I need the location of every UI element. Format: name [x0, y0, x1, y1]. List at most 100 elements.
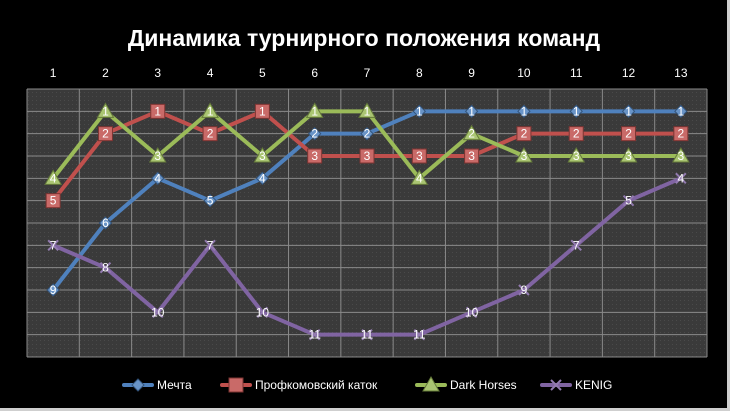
data-label: 7: [573, 238, 580, 252]
data-point: [674, 104, 688, 119]
data-label: 10: [151, 305, 165, 319]
data-point: [96, 102, 115, 118]
data-label: 1: [573, 104, 580, 118]
legend-item: Dark Horses: [415, 375, 517, 392]
legend-label: Dark Horses: [450, 378, 517, 392]
data-label: 7: [207, 238, 214, 252]
data-label: 5: [207, 194, 214, 208]
data-point: [515, 146, 533, 163]
data-label: 2: [102, 127, 109, 141]
data-label: 11: [308, 328, 321, 342]
data-point: [411, 148, 427, 164]
data-label: 1: [521, 104, 528, 118]
data-label: 11: [361, 328, 374, 342]
data-label: 3: [521, 149, 528, 163]
data-label: 3: [468, 149, 475, 163]
data-label: 5: [50, 194, 57, 208]
data-label: 3: [364, 149, 371, 163]
data-label: 1: [416, 104, 423, 118]
data-point: [253, 146, 272, 163]
data-point: [465, 306, 478, 319]
grid: [26, 88, 708, 358]
data-point: [675, 172, 687, 185]
data-label: 1: [207, 104, 214, 118]
x-tick-label: 11: [570, 66, 583, 80]
data-point: [201, 102, 219, 118]
data-point: [151, 171, 165, 186]
data-label: 4: [50, 171, 57, 185]
data-point: [148, 146, 167, 163]
data-label: 3: [154, 149, 161, 163]
data-label: 4: [678, 171, 685, 185]
data-label: 10: [256, 305, 270, 319]
data-point: [46, 283, 60, 297]
data-label: 1: [311, 104, 318, 118]
data-point: [569, 104, 583, 119]
data-point: [97, 126, 113, 142]
data-point: [621, 126, 637, 142]
data-label: 1: [154, 104, 161, 118]
legend-marker: [422, 375, 440, 392]
data-label: 2: [311, 127, 318, 141]
data-label: 4: [416, 171, 423, 185]
data-label: 1: [102, 104, 109, 118]
data-label: 1: [625, 104, 632, 118]
x-tick-label: 4: [207, 66, 214, 80]
data-point: [567, 146, 586, 163]
data-label: 9: [50, 283, 57, 297]
data-point: [464, 148, 480, 164]
data-point: [570, 239, 582, 252]
data-point: [307, 126, 322, 141]
data-label: 5: [625, 194, 632, 208]
data-point: [203, 193, 217, 208]
data-point: [204, 239, 216, 252]
x-tick-label: 7: [364, 66, 371, 80]
data-label: 8: [102, 261, 109, 275]
x-tick-label: 8: [416, 66, 423, 80]
data-label: 2: [573, 127, 580, 141]
data-point: [518, 284, 530, 296]
data-label: 1: [678, 104, 685, 118]
data-label: 10: [465, 305, 479, 319]
data-point: [622, 194, 635, 207]
data-point: [619, 146, 638, 163]
x-tick-label: 9: [468, 66, 475, 80]
data-label: 3: [573, 149, 580, 163]
data-point: [671, 146, 690, 163]
data-label: 6: [102, 216, 109, 230]
data-point: [305, 102, 324, 118]
data-point: [47, 239, 59, 252]
legend-label: Мечта: [157, 378, 192, 392]
data-label: 11: [413, 328, 426, 342]
x-tick-label: 6: [311, 66, 318, 80]
data-label: 2: [625, 127, 632, 141]
data-point: [462, 124, 481, 141]
legend-marker: [131, 378, 145, 392]
data-label: 1: [364, 104, 371, 118]
data-point: [307, 148, 323, 164]
data-label: 2: [207, 127, 214, 141]
x-tick-label: 2: [102, 66, 109, 80]
data-label: 4: [259, 171, 266, 185]
data-point: [202, 126, 218, 142]
data-point: [517, 104, 531, 119]
data-label: 1: [259, 104, 266, 118]
legend-item: Мечта: [122, 378, 192, 392]
data-label: 3: [625, 149, 632, 163]
data-label: 1: [468, 104, 475, 118]
legend-marker: [550, 379, 562, 391]
data-point: [360, 126, 374, 141]
legend-item: Профкомовский каток: [220, 377, 378, 393]
legend-label: KENIG: [575, 378, 612, 392]
chart-title: Динамика турнирного положения команд: [128, 25, 601, 51]
data-point: [44, 169, 63, 185]
data-label: 4: [154, 171, 161, 185]
data-label: 7: [50, 238, 57, 252]
data-point: [254, 103, 270, 119]
data-point: [412, 104, 427, 119]
data-label: 3: [678, 149, 685, 163]
data-point: [308, 328, 321, 341]
data-point: [464, 104, 479, 119]
data-point: [410, 169, 429, 185]
